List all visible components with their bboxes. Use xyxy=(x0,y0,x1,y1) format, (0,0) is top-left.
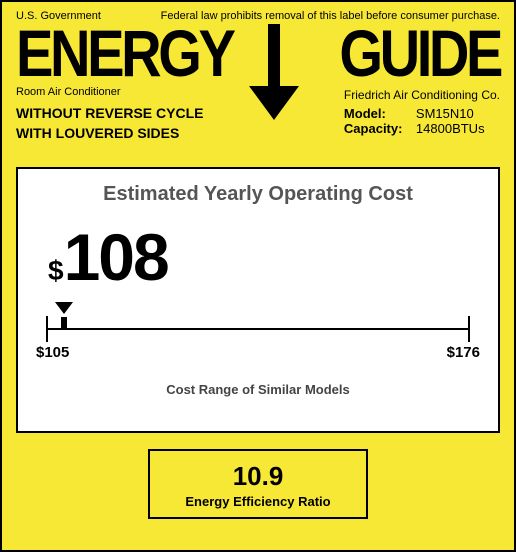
logo-word-guide: GUIDE xyxy=(339,20,500,86)
scale-caption: Cost Range of Similar Models xyxy=(36,382,480,397)
logo-word-energy: ENERGY xyxy=(16,20,233,86)
scale-tick-right xyxy=(468,316,470,342)
subheader-row: Room Air Conditioner WITHOUT REVERSE CYC… xyxy=(16,86,500,143)
capacity-row: Capacity: 14800BTUs xyxy=(344,121,500,136)
model-row: Model: SM15N10 xyxy=(344,106,500,121)
cost-currency: $ xyxy=(48,255,64,286)
features: WITHOUT REVERSE CYCLE WITH LOUVERED SIDE… xyxy=(16,104,203,143)
subheader-left: Room Air Conditioner WITHOUT REVERSE CYC… xyxy=(16,86,203,143)
capacity-label: Capacity: xyxy=(344,121,410,136)
range-min: $105 xyxy=(36,344,69,361)
range-max: $176 xyxy=(447,344,480,361)
eer-value: 10.9 xyxy=(158,461,358,492)
logo: ENERGY GUIDE xyxy=(16,20,500,88)
cost-scale: $105 $176 xyxy=(36,302,480,364)
eer-panel: 10.9 Energy Efficiency Ratio xyxy=(148,449,368,519)
cost-value: $108 xyxy=(48,224,480,290)
subheader-right: Friedrich Air Conditioning Co. Model: SM… xyxy=(344,88,500,143)
scale-labels: $105 $176 xyxy=(36,344,480,361)
marker-arrow-icon xyxy=(55,302,73,314)
feature-line-2: WITH LOUVERED SIDES xyxy=(16,124,203,144)
capacity-value: 14800BTUs xyxy=(416,121,485,136)
model-label: Model: xyxy=(344,106,410,121)
model-value: SM15N10 xyxy=(416,106,474,121)
eer-label: Energy Efficiency Ratio xyxy=(158,494,358,509)
energy-guide-label: U.S. Government Federal law prohibits re… xyxy=(0,0,516,552)
scale-line xyxy=(46,328,470,330)
manufacturer: Friedrich Air Conditioning Co. xyxy=(344,88,500,102)
cost-panel: Estimated Yearly Operating Cost $108 $10… xyxy=(16,167,500,433)
product-type: Room Air Conditioner xyxy=(16,86,203,98)
cost-title: Estimated Yearly Operating Cost xyxy=(36,183,480,206)
feature-line-1: WITHOUT REVERSE CYCLE xyxy=(16,104,203,124)
cost-number: 108 xyxy=(64,220,168,294)
